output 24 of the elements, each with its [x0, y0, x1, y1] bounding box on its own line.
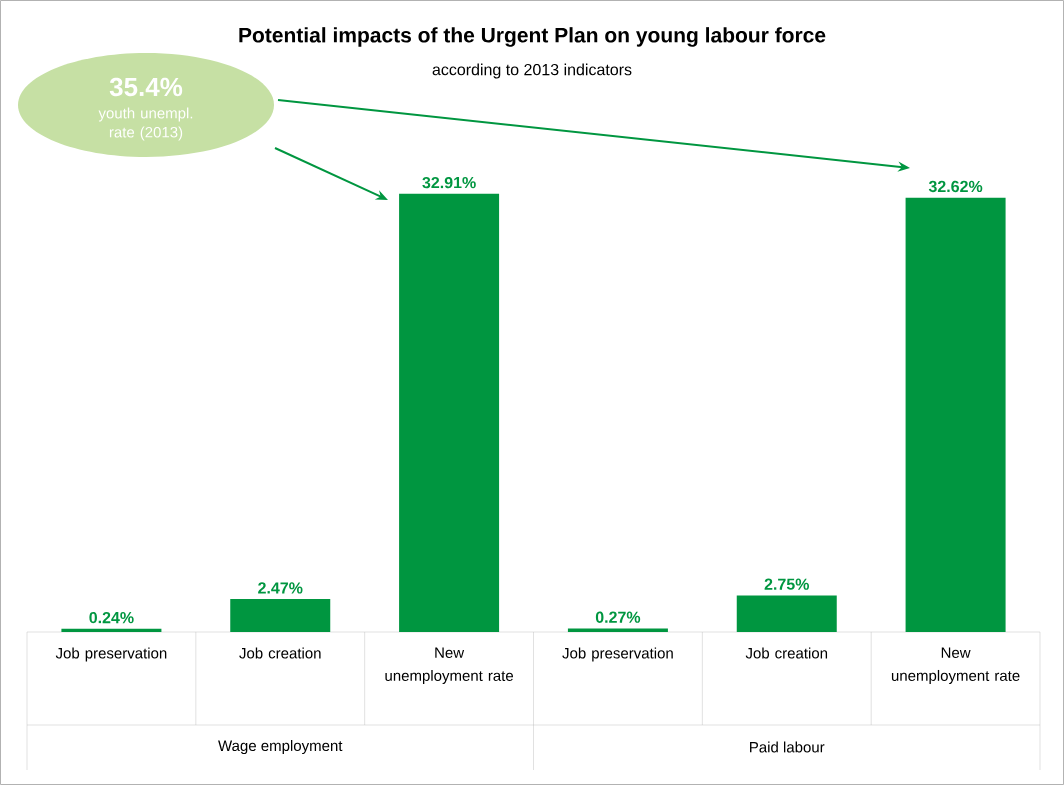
data-label: 32.91%: [422, 176, 476, 189]
bar: [567, 628, 668, 632]
chart-title: Potential impacts of the Urgent Plan on young labour force: [239, 27, 826, 47]
text: 35.4%: [109, 77, 183, 97]
text: youth unempl. rate (2013): [98, 107, 193, 141]
chart-subtitle: according to 2013 indicators: [432, 63, 632, 79]
bar: [905, 197, 1006, 632]
data-label: 2.47%: [258, 582, 303, 594]
x-tick-label: Job preservation: [55, 647, 167, 662]
x-tick-label: Job creation: [239, 647, 321, 659]
bar: [61, 628, 162, 632]
x-tick-label: Job preservation: [562, 647, 673, 662]
bar: [230, 599, 331, 632]
x-tick-label: New unemployment rate: [891, 647, 1020, 684]
data-label: 0.24%: [89, 611, 134, 624]
bar: [736, 595, 837, 632]
text: Paid labour: [750, 741, 825, 753]
data-label: 0.27%: [595, 611, 641, 623]
data-label: 32.62%: [928, 180, 983, 193]
data-label: 2.75%: [764, 578, 810, 590]
text: Wage employment: [218, 740, 343, 754]
x-tick-label: New unemployment rate: [385, 647, 514, 684]
bar: [399, 193, 500, 632]
x-tick-label: Job creation: [745, 647, 828, 659]
